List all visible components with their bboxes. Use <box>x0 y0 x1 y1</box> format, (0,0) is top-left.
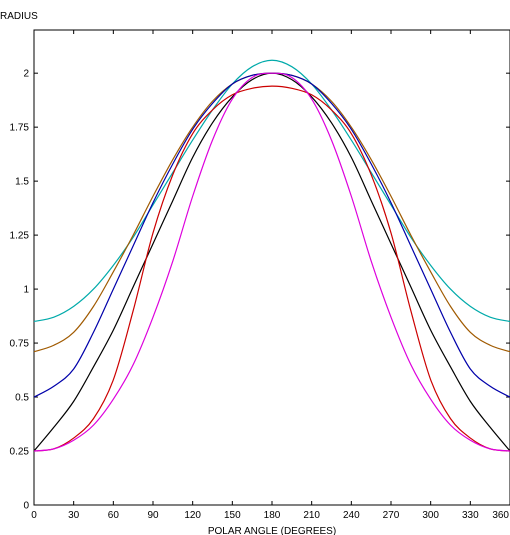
y-tick-label: 1.75 <box>10 123 30 134</box>
y-tick-label: 0 <box>23 501 29 512</box>
axis-ticks: 0 30 60 90 120 150 180 210 240 270 300 330 360 0 0.25 0… <box>10 30 510 521</box>
series-line-1 <box>33 59 510 323</box>
x-tick-label: 300 <box>422 510 439 521</box>
plot-area <box>33 29 510 506</box>
series-lines <box>33 59 510 452</box>
x-tick-label: 180 <box>264 510 281 521</box>
x-tick-label: 120 <box>184 510 201 521</box>
x-tick-label: 30 <box>68 510 80 521</box>
x-tick-label: 360 <box>492 510 509 521</box>
series-line-6 <box>33 72 510 452</box>
y-tick-label: 1.25 <box>10 231 30 242</box>
x-tick-label: 330 <box>462 510 479 521</box>
x-tick-label: 60 <box>108 510 120 521</box>
y-tick-label: 0.25 <box>10 447 30 458</box>
y-axis-label: RADIUS <box>0 11 38 22</box>
y-tick-label: 2 <box>23 69 29 80</box>
y-tick-label: 1.5 <box>15 177 29 188</box>
y-tick-label: 1 <box>23 285 29 296</box>
x-tick-label: 0 <box>31 510 37 521</box>
y-tick-label: 0.5 <box>15 393 29 404</box>
series-line-5 <box>33 85 510 452</box>
x-axis-label: POLAR ANGLE (DEGREES) <box>208 526 336 535</box>
x-tick-label: 240 <box>343 510 360 521</box>
x-tick-label: 150 <box>224 510 241 521</box>
x-tick-label: 210 <box>303 510 320 521</box>
y-tick-label: 0.75 <box>10 339 30 350</box>
x-tick-label: 90 <box>147 510 159 521</box>
x-tick-label: 270 <box>383 510 400 521</box>
